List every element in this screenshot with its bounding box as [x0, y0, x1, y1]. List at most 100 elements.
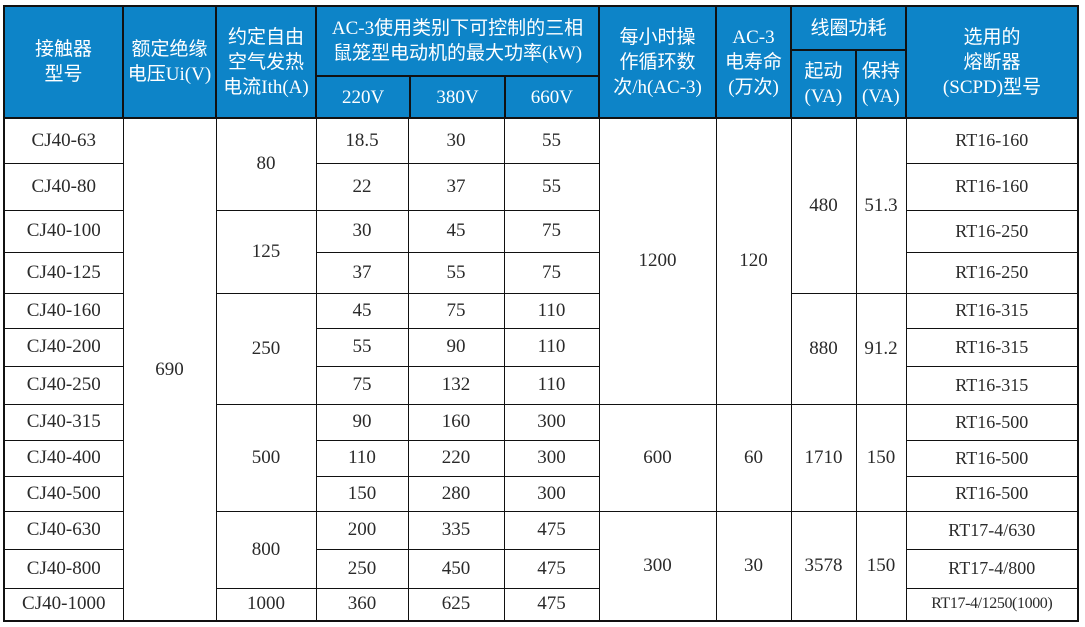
cell-fuse: RT17-4/1250(1000): [905, 587, 1079, 622]
table-row: CJ40-500 150 280 300 RT16-500: [3, 475, 1079, 512]
subheader-coil-hold: 保持 (VA): [854, 51, 904, 116]
cell-power-660: 110: [503, 365, 600, 405]
coil-power-subheader: 起动 (VA) 保持 (VA): [793, 51, 904, 116]
header-fuse-line: 选用的: [963, 26, 1021, 48]
cell-fuse: RT16-315: [905, 327, 1079, 367]
header-coil-power-group: 线圈功耗 起动 (VA) 保持 (VA): [790, 5, 908, 119]
cell-power-380: 220: [407, 439, 505, 477]
cell-power-220: 37: [315, 251, 409, 294]
coil-hold-line: 保持: [861, 61, 900, 82]
cell-life: 60: [715, 403, 792, 512]
cell-coil-start: 880: [790, 292, 857, 405]
header-fuse: 选用的 熔断器 (SCPD)型号: [905, 5, 1080, 119]
table-row: CJ40-1000 1000 360 625 475 RT17-4/1250(1…: [3, 587, 1079, 622]
table-row: CJ40-100 125 30 45 75 RT16-250: [3, 209, 1079, 294]
cell-coil-hold: 150: [855, 403, 907, 512]
cell-fuse: RT17-4/800: [905, 548, 1079, 589]
subheader-380v: 380V: [409, 77, 503, 116]
cell-fuse: RT16-315: [905, 365, 1079, 405]
cell-power-220: 18.5: [315, 117, 409, 164]
cell-model: CJ40-500: [3, 475, 124, 512]
cell-ith: 1000: [215, 587, 317, 622]
coil-power-group: 线圈功耗 起动 (VA) 保持 (VA): [793, 8, 905, 116]
header-electrical-life: AC-3 电寿命 (万次): [715, 5, 793, 119]
cell-cycles: 600: [598, 403, 717, 512]
ac3-power-title: AC-3使用类别下可控制的三相 鼠笼型电动机的最大功率(kW): [318, 8, 598, 77]
header-thermal-current: 约定自由 空气发热 电流Ith(A): [215, 5, 317, 119]
cell-power-380: 625: [407, 587, 505, 622]
ac3-power-group: AC-3使用类别下可控制的三相 鼠笼型电动机的最大功率(kW) 220V 380…: [318, 8, 598, 116]
header-fuse-line: 熔断器: [963, 51, 1021, 73]
cell-coil-start: 1710: [790, 403, 857, 512]
cell-model: CJ40-63: [3, 117, 124, 164]
cell-insulation-voltage: 690: [122, 117, 217, 622]
cell-life: 30: [715, 510, 792, 622]
cell-fuse: RT16-500: [905, 475, 1079, 512]
header-cycles-line: 每小时操: [619, 26, 696, 48]
cell-power-380: 90: [407, 327, 505, 367]
cell-cycles: 1200: [598, 117, 717, 405]
cell-power-660: 110: [503, 292, 600, 329]
header-model: 接触器 型号: [3, 5, 124, 119]
cell-coil-start: 480: [790, 117, 857, 294]
cell-fuse: RT16-500: [905, 439, 1079, 477]
subheader-660v: 660V: [503, 77, 597, 116]
cell-power-380: 335: [407, 510, 505, 550]
cell-power-660: 55: [503, 162, 600, 211]
cell-fuse: RT16-160: [905, 162, 1079, 211]
cell-power-380: 30: [407, 117, 505, 164]
cell-power-220: 360: [315, 587, 409, 622]
coil-start-line: 起动: [804, 61, 843, 82]
cell-power-380: 55: [407, 251, 505, 294]
header-cycles-line: 作循环数: [619, 51, 696, 73]
cell-coil-hold: 51.3: [855, 117, 907, 294]
cell-cycles: 300: [598, 510, 717, 622]
cell-power-660: 300: [503, 439, 600, 477]
cell-fuse: RT16-250: [905, 251, 1079, 294]
cell-power-660: 110: [503, 327, 600, 367]
header-insulation-line: 电压Ui(V): [127, 64, 212, 85]
cell-coil-hold: 91.2: [855, 292, 907, 405]
cell-power-220: 90: [315, 403, 409, 441]
cell-model: CJ40-800: [3, 548, 124, 589]
cell-power-660: 55: [503, 117, 600, 164]
cell-power-660: 475: [503, 510, 600, 550]
header-life-line: (万次): [728, 76, 779, 98]
cell-model: CJ40-80: [3, 162, 124, 211]
cell-power-220: 110: [315, 439, 409, 477]
cell-power-380: 450: [407, 548, 505, 589]
cell-power-220: 75: [315, 365, 409, 405]
cell-life: 120: [715, 117, 792, 405]
header-thermal-line: 约定自由: [227, 26, 304, 48]
cell-fuse: RT17-4/630: [905, 510, 1079, 550]
coil-power-title: 线圈功耗: [793, 8, 905, 51]
table-row: CJ40-800 250 450 475 RT17-4/800: [3, 548, 1079, 589]
table-row: CJ40-125 37 55 75 RT16-250: [3, 251, 1079, 294]
subheader-coil-start: 起动 (VA): [793, 51, 855, 116]
cell-model: CJ40-400: [3, 439, 124, 477]
cell-power-220: 30: [315, 209, 409, 253]
cell-coil-hold: 150: [855, 510, 907, 622]
ac3-power-subheader: 220V 380V 660V: [318, 77, 597, 116]
cell-model: CJ40-160: [3, 292, 124, 329]
header-model-line: 型号: [44, 64, 83, 85]
header-insulation-line: 额定绝缘: [131, 39, 208, 60]
table-row: CJ40-400 110 220 300 RT16-500: [3, 439, 1079, 477]
header-insulation-voltage: 额定绝缘 电压Ui(V): [122, 5, 217, 119]
cell-power-660: 75: [503, 209, 600, 253]
cell-power-220: 200: [315, 510, 409, 550]
table-body: CJ40-63 690 80 18.5 30 55 1200 120 480 5…: [3, 117, 1079, 622]
cell-power-660: 75: [503, 251, 600, 294]
cell-model: CJ40-100: [3, 209, 124, 253]
cell-ith: 800: [215, 510, 317, 589]
header-thermal-line: 电流Ith(A): [223, 76, 309, 98]
table-row: CJ40-630 800 200 335 475 300 30 3578 150…: [3, 510, 1079, 622]
cell-power-380: 45: [407, 209, 505, 253]
cell-model: CJ40-315: [3, 403, 124, 441]
cell-ith: 500: [215, 403, 317, 512]
header-life-line: AC-3: [732, 26, 775, 48]
header-cycles: 每小时操 作循环数 次/h(AC-3): [598, 5, 718, 119]
ac3-power-title-line: AC-3使用类别下可控制的三相: [331, 18, 584, 39]
cell-coil-start: 3578: [790, 510, 857, 622]
